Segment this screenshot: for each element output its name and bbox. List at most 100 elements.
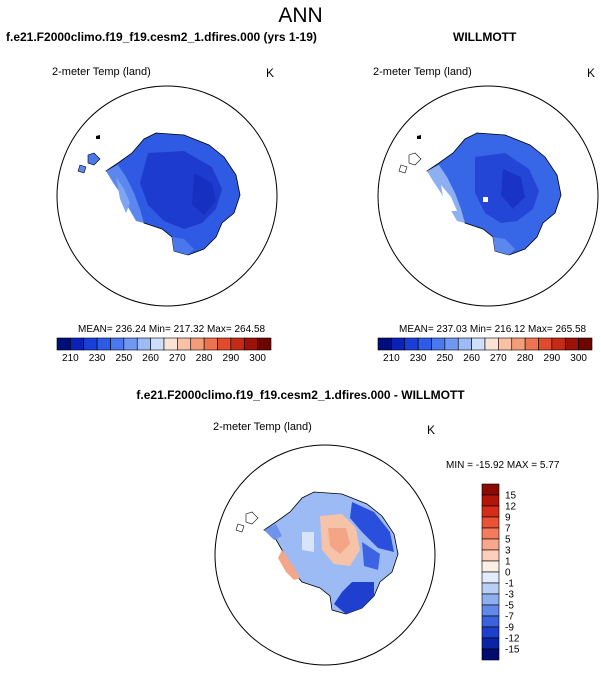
colorbar-swatch: [481, 527, 500, 540]
panel-2-map: [377, 85, 599, 307]
colorbar-swatch: [444, 337, 459, 351]
colorbar-swatch: [481, 505, 500, 518]
colorbar-swatch: [481, 582, 500, 595]
colorbar-swatch: [481, 593, 500, 606]
colorbar-swatch: [70, 337, 85, 351]
antarctica-land: [398, 132, 562, 256]
colorbar-swatch: [123, 337, 138, 351]
antarctica-land: [235, 491, 399, 615]
colorbar-tick-label: 0: [505, 568, 511, 579]
colorbar-tick-label: 250: [116, 353, 133, 364]
colorbar-tick-label: -5: [505, 601, 514, 612]
colorbar-tick-label: 230: [410, 353, 427, 364]
colorbar-swatch: [481, 648, 500, 661]
colorbar-tick-label: -1: [505, 579, 514, 590]
colorbar-tick-label: 3: [505, 546, 511, 557]
colorbar-tick-label: 260: [142, 353, 159, 364]
colorbar-tick-label: 300: [249, 353, 266, 364]
panel-1-variable: 2-meter Temp (land): [52, 66, 151, 78]
colorbar-swatch: [481, 615, 500, 628]
colorbar-swatch: [481, 626, 500, 639]
colorbar-swatch: [230, 337, 245, 351]
colorbar-swatch: [417, 337, 432, 351]
colorbar-swatch: [163, 337, 178, 351]
colorbar-tick-label: 260: [463, 353, 480, 364]
colorbar-swatch: [578, 337, 593, 351]
colorbar-tick-label: 290: [544, 353, 561, 364]
colorbar-tick-label: 290: [223, 353, 240, 364]
colorbar-swatch: [481, 516, 500, 529]
colorbar-swatch: [481, 560, 500, 573]
colorbar-swatch: [498, 337, 513, 351]
colorbar-swatch: [203, 337, 218, 351]
colorbar-swatch: [538, 337, 553, 351]
colorbar-swatch: [481, 571, 500, 584]
colorbar-tick-label: 12: [505, 502, 517, 513]
colorbar-tick-label: 280: [196, 353, 213, 364]
colorbar-tick-label: 250: [437, 353, 454, 364]
colorbar-swatch: [243, 337, 258, 351]
colorbar-swatch: [136, 337, 151, 351]
colorbar-swatch: [511, 337, 526, 351]
colorbar-swatch: [56, 337, 71, 351]
colorbar-tick-label: 300: [570, 353, 587, 364]
panel-1-colorbar: 210 230 250 260 270 280 290 300: [56, 337, 272, 364]
colorbar-tick-label: 270: [490, 353, 507, 364]
antarctica-land: [77, 132, 241, 256]
colorbar-swatch: [257, 337, 272, 351]
colorbar-tick-label: 1: [505, 557, 511, 568]
panel-2-title: WILLMOTT: [453, 30, 517, 44]
colorbar-swatch: [177, 337, 192, 351]
colorbar-swatch: [457, 337, 472, 351]
colorbar-swatch: [481, 637, 500, 650]
colorbar-tick-label: 230: [89, 353, 106, 364]
colorbar-swatch: [481, 538, 500, 551]
colorbar-tick-label: 7: [505, 524, 511, 535]
panel-2-stats: MEAN= 237.03 Min= 216.12 Max= 265.58: [399, 324, 587, 335]
colorbar-tick-label: -3: [505, 590, 514, 601]
colorbar-swatch: [217, 337, 232, 351]
panel-1-title: f.e21.F2000climo.f19_f19.cesm2_1.dfires.…: [6, 30, 317, 44]
colorbar-tick-label: -15: [505, 645, 520, 656]
colorbar-tick-label: 5: [505, 535, 511, 546]
panel-3-stats: MIN = -15.92 MAX = 5.77: [446, 460, 560, 471]
panel-2-variable: 2-meter Temp (land): [373, 66, 472, 78]
colorbar-swatch: [481, 483, 500, 496]
colorbar-swatch: [110, 337, 125, 351]
colorbar-swatch: [471, 337, 486, 351]
panel-3-variable: 2-meter Temp (land): [213, 421, 312, 433]
colorbar-swatch: [150, 337, 165, 351]
colorbar-tick-label: 210: [383, 353, 400, 364]
colorbar-swatch: [551, 337, 566, 351]
panel-3-title: f.e21.F2000climo.f19_f19.cesm2_1.dfires.…: [136, 388, 465, 402]
panel-2-colorbar: 210 230 250 260 270 280 290 300: [377, 337, 593, 364]
colorbar-swatch: [431, 337, 446, 351]
colorbar-swatch: [524, 337, 539, 351]
panel-1-units: K: [266, 66, 275, 80]
colorbar-swatch: [391, 337, 406, 351]
colorbar-swatch: [377, 337, 392, 351]
colorbar-swatch: [481, 604, 500, 617]
colorbar-tick-label: -7: [505, 612, 514, 623]
colorbar-tick-label: 210: [62, 353, 79, 364]
panel-1-map: [56, 85, 278, 307]
colorbar-swatch: [404, 337, 419, 351]
colorbar-swatch: [481, 494, 500, 507]
colorbar-swatch: [190, 337, 205, 351]
colorbar-tick-label: 15: [505, 491, 517, 502]
colorbar-swatch: [96, 337, 111, 351]
colorbar-swatch: [564, 337, 579, 351]
colorbar-swatch: [484, 337, 499, 351]
panel-3-map: [214, 444, 436, 666]
panel-3-units: K: [427, 423, 436, 437]
colorbar-swatch: [83, 337, 98, 351]
panel-2-units: K: [587, 66, 596, 80]
colorbar-tick-label: -9: [505, 623, 514, 634]
colorbar-tick-label: 9: [505, 513, 511, 524]
colorbar-tick-label: -12: [505, 634, 520, 645]
page-title: ANN: [278, 4, 323, 27]
panel-1-stats: MEAN= 236.24 Min= 217.32 Max= 264.58: [78, 324, 266, 335]
colorbar-swatch: [481, 549, 500, 562]
colorbar-tick-label: 270: [169, 353, 186, 364]
